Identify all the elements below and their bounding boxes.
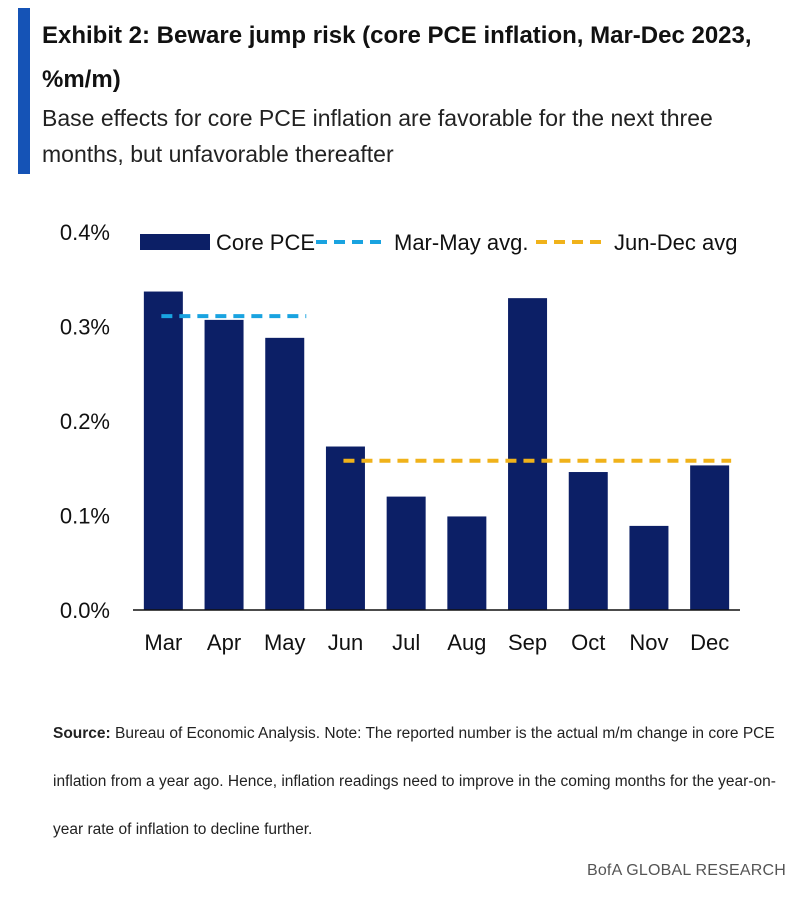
- y-tick-label: 0.2%: [60, 409, 110, 434]
- bar-apr: [204, 319, 244, 610]
- bar-chart: 0.0% 0.1% 0.2% 0.3% 0.4% Mar Apr May Jun Jul Aug Se…: [60, 220, 740, 655]
- legend-label-jun-dec-avg: Jun-Dec avg: [614, 230, 738, 255]
- bar-nov: [629, 525, 669, 610]
- y-tick-label: 0.0%: [60, 598, 110, 623]
- x-tick-label: Oct: [571, 630, 605, 655]
- chart-subtitle: Base effects for core PCE inflation are …: [42, 105, 713, 167]
- accent-bar: [18, 8, 30, 174]
- source-label: Source:: [53, 725, 111, 742]
- x-tick-label: Nov: [629, 630, 668, 655]
- bar-jul: [386, 496, 426, 610]
- bar-mar: [143, 291, 183, 610]
- bar-oct: [568, 472, 608, 610]
- bar-sep: [508, 298, 548, 610]
- x-tick-label: Dec: [690, 630, 729, 655]
- source-note: Source: Bureau of Economic Analysis. Not…: [53, 710, 783, 854]
- brand-label: BofA GLOBAL RESEARCH: [586, 862, 786, 879]
- x-tick-label: Aug: [447, 630, 486, 655]
- x-tick-label: Mar: [144, 630, 182, 655]
- bar-dec: [690, 465, 730, 610]
- source-text: Bureau of Economic Analysis. Note: The r…: [53, 725, 776, 838]
- chart-title: Exhibit 2: Beware jump risk (core PCE in…: [42, 22, 752, 93]
- bar-jun: [325, 446, 365, 610]
- x-tick-label: Sep: [508, 630, 547, 655]
- bar-aug: [447, 516, 487, 610]
- x-tick-label: Jun: [328, 630, 363, 655]
- x-tick-label: May: [264, 630, 306, 655]
- y-tick-label: 0.1%: [60, 504, 110, 529]
- legend-label-core-pce: Core PCE: [216, 230, 315, 255]
- y-tick-label: 0.4%: [60, 220, 110, 245]
- bar-may: [265, 337, 305, 610]
- x-tick-label: Apr: [207, 630, 241, 655]
- legend-label-mar-may-avg: Mar-May avg.: [394, 230, 528, 255]
- y-tick-label: 0.3%: [60, 315, 110, 340]
- legend-swatch-core-pce: [140, 234, 210, 250]
- x-tick-label: Jul: [392, 630, 420, 655]
